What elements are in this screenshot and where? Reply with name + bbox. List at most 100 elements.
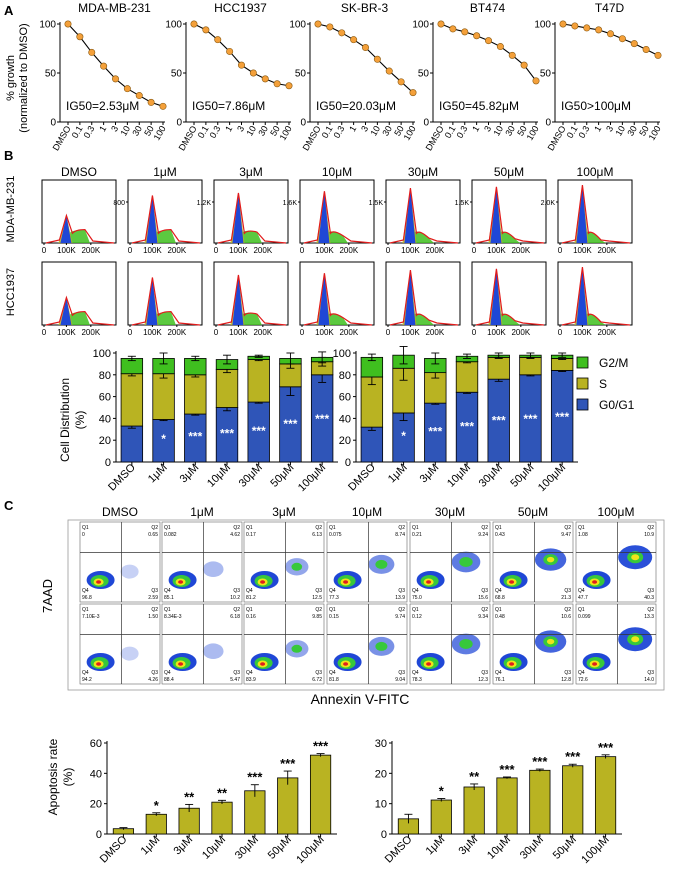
quadrant-name: Q3 bbox=[647, 670, 654, 676]
x-tick-label: 50μM bbox=[508, 462, 536, 490]
quadrant-name: Q3 bbox=[647, 588, 654, 594]
quadrant-value: 81.8 bbox=[329, 677, 339, 683]
y-tick-label: 40 bbox=[99, 413, 111, 425]
g2m-fill bbox=[498, 313, 520, 325]
x-tick-label: 100K bbox=[229, 246, 248, 255]
quadrant-name: Q1 bbox=[329, 525, 336, 531]
x-tick-label: 1 bbox=[97, 124, 108, 133]
population-core bbox=[509, 662, 515, 666]
data-point bbox=[520, 61, 528, 69]
data-point bbox=[112, 75, 120, 83]
x-tick-label: 100 bbox=[402, 124, 418, 142]
significance-marker: *** bbox=[280, 756, 296, 771]
x-tick-label: 100K bbox=[401, 328, 420, 337]
quadrant-name: Q1 bbox=[246, 607, 253, 613]
x-tick-label: 200K bbox=[425, 328, 444, 337]
g0g1-peak bbox=[60, 297, 72, 325]
quadrant-name: Q1 bbox=[578, 525, 585, 531]
y-tick-label: 0 bbox=[545, 118, 551, 129]
x-tick-label: 50μM bbox=[266, 834, 294, 862]
population-core bbox=[592, 662, 598, 666]
quadrant-value: 0.16 bbox=[246, 614, 256, 620]
g2m-fill bbox=[240, 230, 262, 243]
quadrant-name: Q4 bbox=[82, 670, 89, 676]
x-tick-label: DMSO bbox=[98, 833, 130, 865]
condition-header: 30μM bbox=[435, 505, 465, 519]
apoptotic-core bbox=[546, 638, 555, 645]
data-point bbox=[571, 22, 579, 30]
quadrant-name: Q1 bbox=[82, 525, 89, 531]
x-tick-label: 100μM bbox=[536, 462, 568, 494]
x-tick-label: 100μM bbox=[296, 462, 328, 494]
y-tick-label: 40 bbox=[339, 413, 351, 425]
g2m-fill bbox=[498, 231, 520, 243]
apoptotic-core bbox=[459, 639, 473, 649]
y-tick-label: 100 bbox=[39, 20, 56, 31]
x-tick-label: 200K bbox=[339, 328, 358, 337]
fit-outline bbox=[389, 188, 459, 244]
data-point bbox=[261, 75, 269, 83]
x-tick-label: 30 bbox=[256, 124, 270, 138]
quadrant-name: Q3 bbox=[315, 588, 322, 594]
quadrant-value: 4.62 bbox=[230, 532, 240, 538]
stacked-bar-chart-hcc: DMSO*1μM***3μM***10μM***30μM***50μM***10… bbox=[333, 346, 578, 494]
chart-title: HCC1937 bbox=[214, 1, 267, 15]
y-tick-label: 20 bbox=[99, 435, 111, 447]
x-tick-label: 3μM bbox=[171, 834, 195, 858]
cell-cycle-histogram: 0 100K 200K bbox=[213, 261, 289, 337]
stacked-bar-chart-mda: DMSO*1μM***3μM***10μM***30μM***50μM***10… bbox=[93, 348, 338, 494]
data-point bbox=[314, 20, 322, 28]
flow-frame bbox=[67, 519, 665, 691]
x-tick-label: 200K bbox=[597, 246, 616, 255]
quadrant-value: 47.7 bbox=[578, 595, 588, 601]
x-tick-label: 100K bbox=[315, 328, 334, 337]
quadrant-name: Q2 bbox=[398, 525, 405, 531]
cell-cycle-histogram: 0 100K 200K bbox=[299, 261, 375, 337]
x-tick-label: 30μM bbox=[237, 462, 265, 490]
y-tick-label: 50 bbox=[418, 69, 430, 80]
apoptotic-blob bbox=[202, 643, 224, 660]
x-tick-label: 100K bbox=[143, 328, 162, 337]
quadrant-value: 85.1 bbox=[164, 595, 174, 601]
x-tick-label: 10 bbox=[613, 124, 627, 138]
significance-marker: ** bbox=[184, 789, 195, 804]
plot-frame bbox=[79, 603, 161, 685]
legend: G2/M S G0/G1 bbox=[576, 356, 635, 412]
x-tick-label: 0 bbox=[386, 328, 391, 337]
y-tick-label: 100 bbox=[333, 348, 351, 360]
x-tick-label: 50 bbox=[637, 124, 651, 138]
panel-label-c: C bbox=[4, 498, 14, 513]
x-tick-label: 30 bbox=[503, 124, 517, 138]
data-point bbox=[350, 36, 358, 44]
significance-marker: *** bbox=[598, 740, 614, 755]
quadrant-value: 94.2 bbox=[82, 677, 92, 683]
data-point bbox=[249, 69, 257, 77]
population-core bbox=[178, 580, 184, 584]
histogram-frame bbox=[471, 179, 547, 244]
g2m-fill bbox=[240, 312, 262, 325]
ig50-annotation: IG50=20.03μM bbox=[316, 99, 396, 113]
y-tick-label: 50 bbox=[171, 69, 183, 80]
y-tick-label: 0 bbox=[176, 118, 182, 129]
g0g1-peak bbox=[404, 270, 416, 325]
significance-marker: *** bbox=[247, 770, 263, 785]
cell-cycle-histogram: 0 100K 200K 2.0K bbox=[541, 179, 633, 255]
g2m-fill bbox=[326, 231, 348, 243]
y-tick-label: 20 bbox=[339, 435, 351, 447]
data-point bbox=[76, 33, 84, 41]
population-core bbox=[96, 662, 102, 666]
quadrant-name: Q1 bbox=[329, 607, 336, 613]
x-tick-label: 3μM bbox=[456, 834, 480, 858]
y-tick-label: 0 bbox=[300, 118, 306, 129]
y-tick-label: 60 bbox=[99, 392, 111, 404]
x-tick-label: 50 bbox=[515, 124, 529, 138]
quadrant-value: 0.099 bbox=[578, 614, 591, 620]
bar bbox=[309, 754, 332, 835]
quadrant-name: Q3 bbox=[151, 588, 158, 594]
x-tick-label: 0 bbox=[558, 328, 563, 337]
bar-segment-g0g1 bbox=[360, 426, 384, 463]
